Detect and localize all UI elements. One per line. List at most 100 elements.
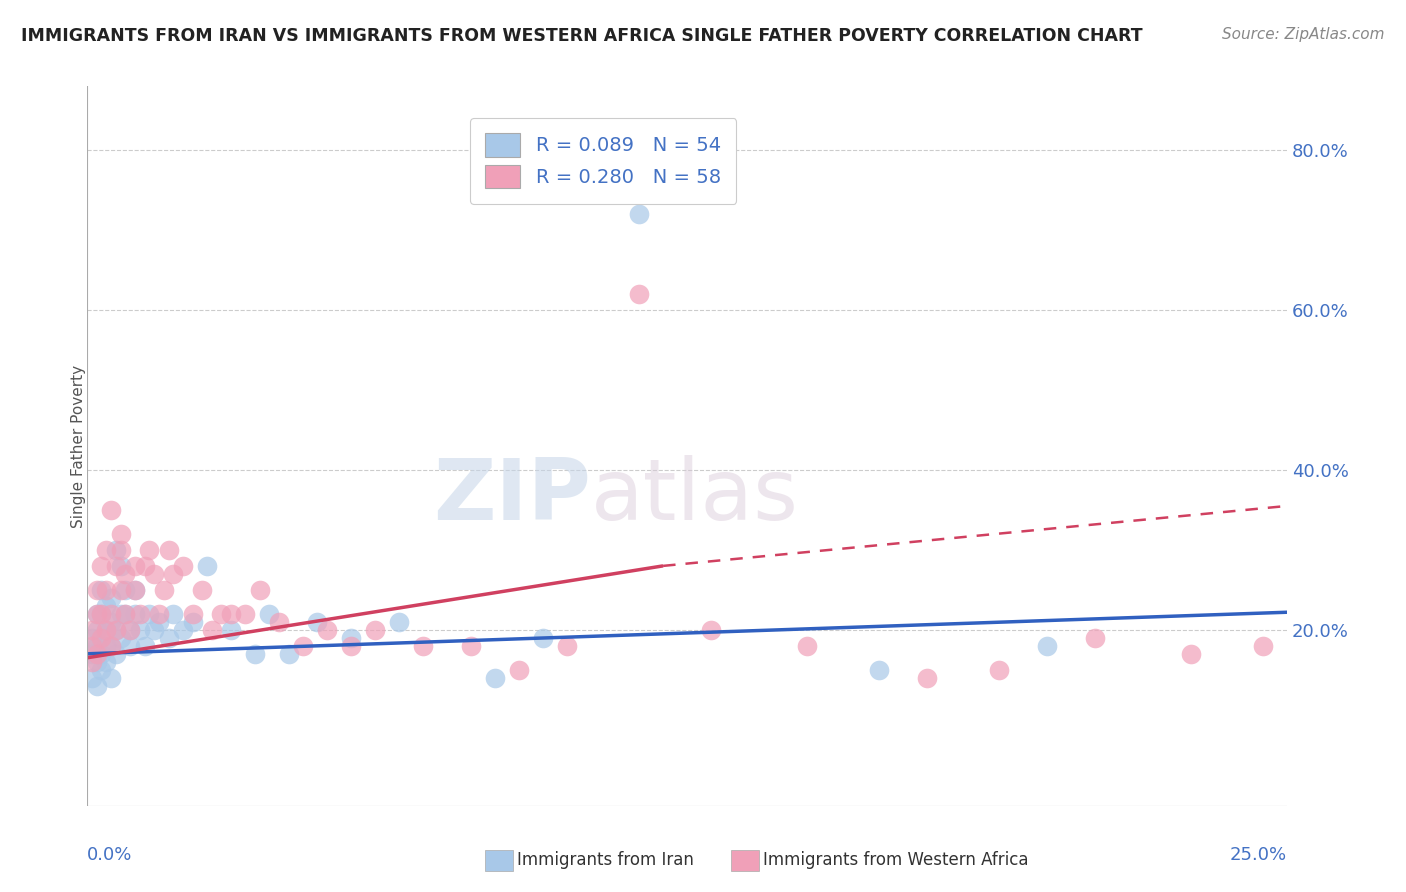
Point xyxy=(181,615,204,629)
Point xyxy=(100,639,122,653)
Point xyxy=(988,663,1011,677)
Point xyxy=(110,607,132,621)
Point xyxy=(340,639,363,653)
Point xyxy=(157,631,180,645)
Point xyxy=(104,623,127,637)
Point xyxy=(292,639,315,653)
Point xyxy=(915,671,938,685)
Point xyxy=(134,558,156,573)
Point xyxy=(124,558,146,573)
Point xyxy=(90,607,112,621)
Point xyxy=(219,607,242,621)
Text: atlas: atlas xyxy=(591,455,799,538)
Point xyxy=(796,639,818,653)
Point xyxy=(172,623,194,637)
Point xyxy=(219,623,242,637)
Point xyxy=(249,582,271,597)
Point xyxy=(80,631,103,645)
Text: Immigrants from Iran: Immigrants from Iran xyxy=(517,851,695,869)
Point xyxy=(235,607,257,621)
Point xyxy=(80,647,103,661)
Point xyxy=(80,655,103,669)
Y-axis label: Single Father Poverty: Single Father Poverty xyxy=(72,365,86,527)
Point xyxy=(90,582,112,597)
Point xyxy=(86,647,108,661)
Point xyxy=(110,558,132,573)
Point xyxy=(104,647,127,661)
Point xyxy=(508,663,530,677)
Point xyxy=(191,582,214,597)
Point xyxy=(138,607,160,621)
Text: Source: ZipAtlas.com: Source: ZipAtlas.com xyxy=(1222,27,1385,42)
Point xyxy=(364,623,387,637)
Point xyxy=(181,607,204,621)
Point xyxy=(86,639,108,653)
Point xyxy=(267,615,290,629)
Point xyxy=(120,639,142,653)
Point xyxy=(531,631,554,645)
Point xyxy=(157,542,180,557)
Point xyxy=(153,582,176,597)
Point xyxy=(96,582,118,597)
Point xyxy=(1180,647,1202,661)
Point xyxy=(114,566,136,581)
Point xyxy=(100,615,122,629)
Point xyxy=(90,663,112,677)
Point xyxy=(138,542,160,557)
Point xyxy=(100,607,122,621)
Point xyxy=(104,542,127,557)
Point xyxy=(211,607,233,621)
Point xyxy=(555,639,578,653)
Point xyxy=(96,599,118,613)
Point xyxy=(148,607,170,621)
Point xyxy=(172,558,194,573)
Point xyxy=(201,623,224,637)
Point xyxy=(120,623,142,637)
Point xyxy=(114,607,136,621)
Point xyxy=(460,639,482,653)
Point xyxy=(162,566,184,581)
Point xyxy=(100,591,122,605)
Point xyxy=(1036,639,1059,653)
Point xyxy=(128,607,150,621)
Point xyxy=(114,582,136,597)
Point xyxy=(243,647,266,661)
Point xyxy=(195,558,218,573)
Point xyxy=(259,607,281,621)
Point xyxy=(96,655,118,669)
Point xyxy=(86,607,108,621)
Point xyxy=(120,623,142,637)
Point xyxy=(100,671,122,685)
Point xyxy=(90,647,112,661)
Point xyxy=(86,582,108,597)
Point xyxy=(110,582,132,597)
Point xyxy=(100,639,122,653)
Point xyxy=(80,639,103,653)
Point xyxy=(143,566,166,581)
Point xyxy=(114,607,136,621)
Point xyxy=(80,623,103,637)
Point xyxy=(90,558,112,573)
Point xyxy=(86,679,108,693)
Point xyxy=(86,655,108,669)
Point xyxy=(143,623,166,637)
Point xyxy=(148,615,170,629)
Point xyxy=(124,607,146,621)
Legend: R = 0.089   N = 54, R = 0.280   N = 58: R = 0.089 N = 54, R = 0.280 N = 58 xyxy=(470,118,737,204)
Point xyxy=(700,623,723,637)
Point xyxy=(110,631,132,645)
Point xyxy=(1251,639,1274,653)
Point xyxy=(80,671,103,685)
Point xyxy=(162,607,184,621)
Text: 0.0%: 0.0% xyxy=(87,846,132,863)
Point xyxy=(124,582,146,597)
Point xyxy=(307,615,329,629)
Point xyxy=(316,623,339,637)
Point xyxy=(104,623,127,637)
Point xyxy=(388,615,411,629)
Text: 25.0%: 25.0% xyxy=(1230,846,1286,863)
Point xyxy=(86,607,108,621)
Point xyxy=(100,503,122,517)
Point xyxy=(628,287,651,301)
Point xyxy=(90,607,112,621)
